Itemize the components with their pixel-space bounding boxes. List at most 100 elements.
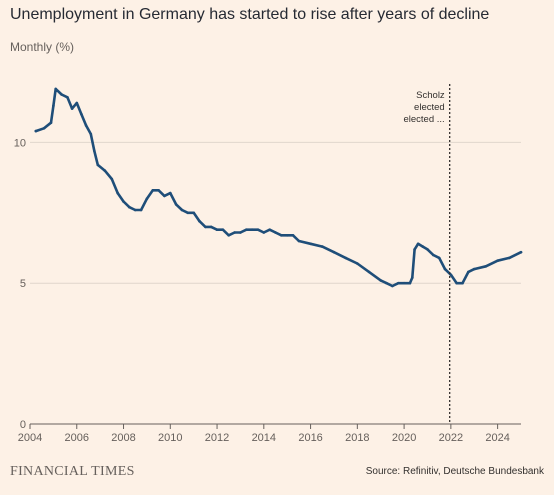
data-point-5 bbox=[60, 93, 63, 96]
x-tick-labels: 2004 2006 2008 2010 2012 2014 2016 2018 2020 2022… bbox=[18, 424, 510, 444]
data-point-22 bbox=[151, 189, 155, 192]
data-point-35 bbox=[227, 234, 230, 237]
data-point-72 bbox=[472, 267, 476, 271]
x-tick-label-2004: 2004 bbox=[18, 432, 42, 444]
data-point-16 bbox=[116, 191, 119, 195]
data-point-43 bbox=[274, 231, 277, 234]
data-point-10 bbox=[84, 124, 88, 127]
data-point-62 bbox=[416, 242, 420, 246]
data-point-69 bbox=[455, 281, 459, 285]
x-tick-label-2018: 2018 bbox=[345, 432, 369, 444]
data-point-65 bbox=[432, 253, 435, 257]
data-point-33 bbox=[215, 228, 219, 231]
y-tick-label-0: 0 bbox=[20, 419, 26, 431]
chart-title: Unemployment in Germany has started to r… bbox=[10, 6, 490, 23]
data-point-39 bbox=[250, 228, 254, 231]
data-point-38 bbox=[245, 228, 248, 231]
data-point-73 bbox=[484, 265, 488, 268]
data-point-32 bbox=[209, 225, 213, 229]
data-point-2 bbox=[49, 121, 53, 124]
x-tick-label-2012: 2012 bbox=[205, 432, 229, 444]
data-point-56 bbox=[391, 284, 394, 288]
data-point-74 bbox=[496, 259, 499, 263]
data-point-19 bbox=[133, 208, 137, 212]
data-point-6 bbox=[66, 96, 69, 99]
data-point-60 bbox=[411, 276, 414, 279]
data-point-4 bbox=[54, 87, 57, 91]
chart-subtitle: Monthly (%) bbox=[10, 40, 75, 54]
x-tick-label-2024: 2024 bbox=[485, 432, 509, 444]
data-point-13 bbox=[96, 163, 100, 167]
data-point-31 bbox=[204, 225, 207, 229]
annotation-label-0-2: elected ... bbox=[403, 114, 444, 125]
series-lines bbox=[34, 87, 523, 288]
data-point-3 bbox=[52, 104, 55, 108]
y-tick-label-10: 10 bbox=[14, 137, 26, 149]
data-point-20 bbox=[139, 208, 143, 212]
data-point-18 bbox=[128, 205, 131, 209]
data-point-58 bbox=[402, 281, 406, 285]
data-point-46 bbox=[291, 234, 295, 237]
data-point-49 bbox=[321, 245, 324, 248]
data-point-55 bbox=[385, 281, 388, 285]
data-point-14 bbox=[103, 169, 107, 172]
data-point-24 bbox=[163, 194, 166, 198]
x-tick-label-2016: 2016 bbox=[298, 432, 322, 444]
data-point-71 bbox=[467, 270, 470, 274]
data-point-47 bbox=[297, 239, 301, 243]
data-point-0 bbox=[34, 129, 38, 133]
ft-logo: FINANCIAL TIMES bbox=[10, 464, 135, 479]
annotation-label-0-1: elected bbox=[414, 102, 445, 113]
data-point-11 bbox=[89, 132, 93, 136]
data-point-64 bbox=[426, 248, 429, 251]
annotation-label-0-0: Scholz bbox=[416, 90, 445, 101]
data-point-42 bbox=[268, 228, 272, 231]
data-point-76 bbox=[519, 250, 523, 254]
data-point-68 bbox=[449, 273, 453, 277]
data-point-8 bbox=[75, 101, 79, 105]
data-point-29 bbox=[192, 211, 195, 215]
gridlines bbox=[30, 141, 521, 425]
data-point-75 bbox=[508, 256, 511, 260]
data-point-17 bbox=[122, 200, 125, 203]
data-point-54 bbox=[379, 279, 383, 282]
data-point-26 bbox=[174, 203, 178, 206]
x-tick-label-2010: 2010 bbox=[158, 432, 182, 444]
data-point-48 bbox=[309, 242, 312, 246]
data-point-36 bbox=[233, 231, 236, 234]
annotations: Scholzelectedelected ... bbox=[403, 84, 451, 424]
data-point-15 bbox=[110, 177, 114, 181]
data-point-7 bbox=[70, 107, 74, 110]
data-point-9 bbox=[80, 112, 83, 116]
x-tick-label-2020: 2020 bbox=[392, 432, 416, 444]
x-tick-label-2006: 2006 bbox=[65, 432, 89, 444]
y-tick-labels: 0 5 10 bbox=[14, 137, 26, 431]
x-tick-label-2014: 2014 bbox=[252, 432, 276, 444]
data-point-66 bbox=[437, 256, 441, 260]
y-tick-label-5: 5 bbox=[20, 278, 26, 290]
data-point-63 bbox=[421, 245, 425, 248]
data-point-59 bbox=[408, 281, 412, 285]
data-point-57 bbox=[397, 281, 400, 285]
data-point-25 bbox=[169, 191, 172, 195]
data-point-30 bbox=[198, 219, 201, 223]
data-point-61 bbox=[413, 248, 416, 251]
data-point-1 bbox=[42, 127, 46, 130]
data-point-28 bbox=[186, 211, 190, 215]
data-point-67 bbox=[443, 267, 447, 271]
data-point-45 bbox=[285, 234, 289, 237]
data-point-40 bbox=[256, 228, 260, 231]
data-point-51 bbox=[344, 256, 347, 260]
data-point-52 bbox=[356, 262, 359, 265]
series-line-0 bbox=[34, 87, 523, 288]
data-point-12 bbox=[93, 149, 96, 153]
x-tick-label-2008: 2008 bbox=[111, 432, 135, 444]
data-point-41 bbox=[262, 231, 266, 234]
data-point-34 bbox=[221, 228, 225, 231]
data-point-53 bbox=[367, 270, 371, 274]
data-point-50 bbox=[332, 250, 336, 254]
data-point-21 bbox=[145, 197, 149, 200]
data-point-70 bbox=[461, 281, 464, 285]
data-point-23 bbox=[157, 189, 160, 192]
